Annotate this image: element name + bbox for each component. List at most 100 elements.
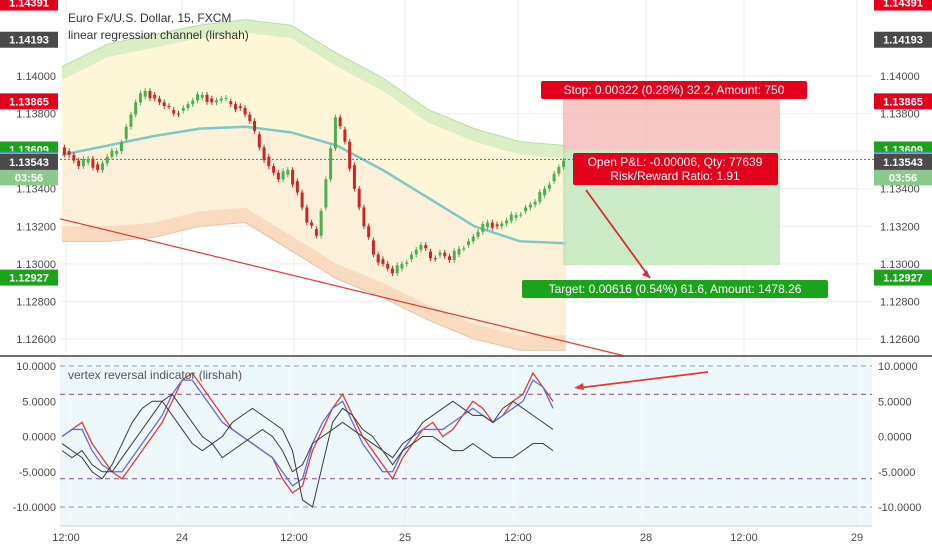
candle-body (400, 263, 404, 269)
channel-lower-band (62, 126, 566, 336)
candle-body (62, 147, 66, 155)
price-badge-text: 03:56 (15, 172, 43, 184)
right-osc-tick: 5.0000 (878, 396, 912, 408)
stop-label[interactable]: Stop: 0.00322 (0.28%) 32.2, Amount: 750 (541, 81, 807, 99)
left-oscillator-axis[interactable]: 10.0000 5.0000 0.0000 -5.0000 -10.0000 (13, 361, 56, 514)
oscillator-title[interactable]: vertex reversal indicator (lirshah) (68, 368, 242, 382)
time-tick: 12:00 (504, 532, 532, 544)
left-price-tick: 1.12800 (16, 296, 56, 308)
price-badge-text: 03:56 (889, 172, 917, 184)
right-osc-tick: -5.0000 (878, 467, 915, 479)
left-price-tick: 1.12600 (16, 334, 56, 346)
price-badge-text: 1.14193 (9, 35, 49, 47)
price-badge-text: 1.13543 (9, 157, 49, 169)
price-badge-text: 1.13865 (883, 96, 923, 108)
candle-body (552, 173, 556, 182)
candle-body (162, 102, 166, 107)
osc-series-line (61, 371, 554, 494)
stop-label-text: Stop: 0.00322 (0.28%) 32.2, Amount: 750 (564, 83, 785, 97)
channel-outer-upper-band (62, 19, 566, 159)
candle-body (310, 222, 314, 226)
candle-body (333, 117, 337, 149)
right-price-tick: 1.13200 (880, 221, 920, 233)
candle-body (205, 94, 209, 102)
candle-body (324, 179, 328, 208)
candle-body (390, 268, 394, 274)
candle-body (376, 254, 380, 263)
left-price-tick: 1.13800 (16, 109, 56, 121)
left-price-tick: 1.13200 (16, 221, 56, 233)
candle-body (276, 172, 280, 180)
left-price-axis[interactable]: 1.140001.138001.136001.134001.132001.130… (0, 0, 58, 346)
price-badge-text: 1.14391 (9, 0, 49, 10)
right-price-tick: 1.14000 (880, 71, 920, 83)
price-badge-text: 1.13543 (883, 157, 923, 169)
pnl-label[interactable]: Open P&L: -0.00006, Qty: 77639 Risk/Rewa… (573, 153, 778, 185)
trend-line-drawing[interactable] (59, 218, 626, 357)
target-label[interactable]: Target: 0.00616 (0.54%) 61.6, Amount: 14… (522, 280, 828, 298)
candle-body (524, 207, 528, 212)
price-badge-text: 1.12927 (9, 273, 49, 285)
left-price-tick: 1.13400 (16, 184, 56, 196)
right-osc-tick: 10.0000 (878, 361, 918, 373)
oscillator-plot (60, 365, 872, 508)
left-osc-tick: 10.0000 (16, 361, 56, 373)
candle-body (210, 98, 214, 103)
candle-body (248, 114, 252, 122)
candle-body (528, 204, 532, 208)
right-price-axis[interactable]: 1.140001.138001.136001.134001.132001.130… (874, 0, 932, 346)
candle-body (110, 150, 114, 157)
left-price-tick: 1.14000 (16, 71, 56, 83)
right-oscillator-axis[interactable]: 10.0000 5.0000 0.0000 -5.0000 -10.0000 (878, 361, 921, 514)
price-badge-text: 1.13865 (9, 96, 49, 108)
candle-body (409, 254, 413, 260)
candle-body (486, 222, 490, 228)
candle-body (509, 214, 513, 221)
candle-body (181, 107, 185, 111)
projection-arrow (585, 189, 651, 279)
time-tick: 29 (851, 532, 863, 544)
candle-body (134, 102, 138, 115)
candle-body (452, 251, 456, 261)
price-badge (0, 153, 58, 170)
candle-body (124, 126, 128, 139)
price-badge-text: 1.14391 (883, 0, 923, 10)
candle-body (253, 121, 257, 131)
candle-body (229, 101, 233, 105)
candle-body (291, 169, 295, 185)
candle-body (243, 107, 247, 115)
price-badge (0, 31, 58, 48)
candle-body (67, 151, 71, 155)
time-tick: 12:00 (730, 532, 758, 544)
candle-body (172, 109, 176, 114)
candle-body (481, 223, 485, 232)
candle-body (371, 240, 375, 255)
candle-body (438, 252, 442, 256)
symbol-title[interactable]: Euro Fx/U.S. Dollar, 15, FXCM (68, 11, 231, 25)
osc-arrow (577, 371, 709, 389)
candle-body (462, 248, 466, 250)
candle-body (547, 184, 551, 189)
candle-body (219, 98, 223, 101)
price-badge (874, 269, 932, 286)
candle-body (72, 154, 76, 161)
osc-series-line (61, 379, 554, 487)
candle-body (505, 220, 509, 224)
candle-body (105, 156, 109, 164)
candle-body (143, 91, 147, 97)
price-badge (874, 93, 932, 110)
osc-series-line (61, 400, 554, 508)
osc-arrow-head (574, 383, 584, 390)
pnl-label-text: Open P&L: -0.00006, Qty: 77639 (588, 155, 763, 169)
time-tick: 12:00 (52, 532, 80, 544)
time-axis[interactable]: 12:00 24 12:00 25 12:00 28 12:00 29 (52, 532, 863, 544)
osc-series-line (61, 393, 554, 473)
indicator-title[interactable]: linear regression channel (lirshah) (68, 28, 249, 42)
candle-body (81, 159, 85, 167)
candle-body (405, 262, 409, 264)
candle-body (262, 147, 266, 161)
candle-body (186, 104, 190, 108)
candle-body (433, 258, 437, 260)
channel-outer-upper-line (61, 19, 567, 147)
